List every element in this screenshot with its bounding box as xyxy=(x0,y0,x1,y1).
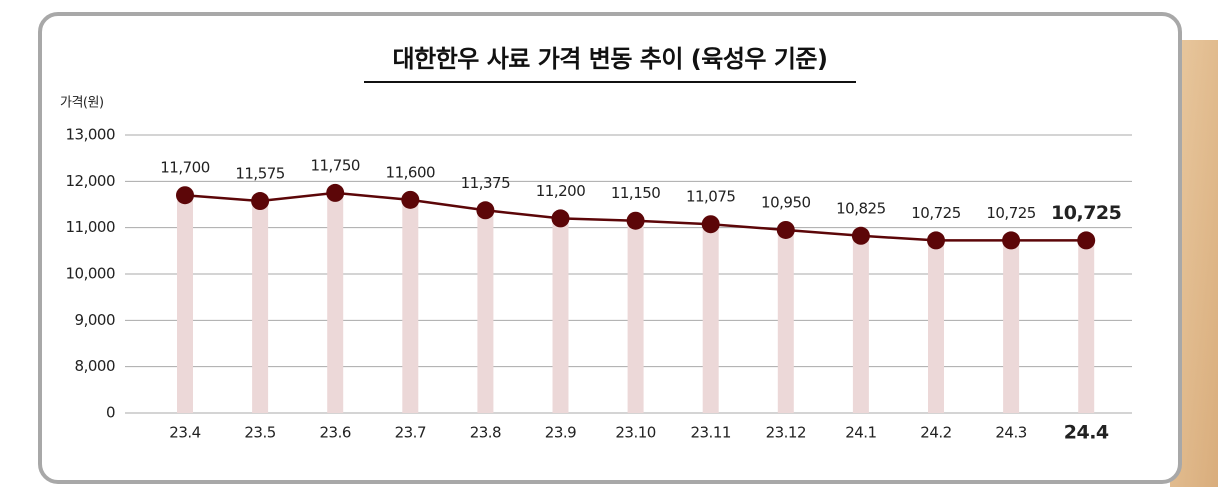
point xyxy=(776,220,795,239)
bar xyxy=(252,201,269,413)
y-axis-label: 가격(원) xyxy=(60,96,104,111)
data-label: 11,150 xyxy=(611,184,661,202)
data-label: 11,600 xyxy=(386,163,436,181)
x-tick-label: 23.9 xyxy=(545,424,576,442)
y-tick-label: 12,000 xyxy=(66,172,116,190)
bar xyxy=(327,192,344,413)
data-label: 11,700 xyxy=(160,159,210,177)
point xyxy=(1077,231,1096,250)
data-label: 11,575 xyxy=(235,165,285,183)
bar xyxy=(852,235,869,413)
x-tick-label: 23.6 xyxy=(319,424,350,442)
point xyxy=(927,231,945,250)
x-tick-label: 23.5 xyxy=(244,424,275,442)
x-tick-label: 24.1 xyxy=(845,424,876,442)
point xyxy=(176,186,194,205)
y-tick-label: 11,000 xyxy=(66,218,116,236)
point xyxy=(701,215,720,234)
x-tick-label: 24.2 xyxy=(920,424,951,442)
data-label: 10,950 xyxy=(761,193,811,211)
card xyxy=(38,12,1182,484)
bar xyxy=(477,210,494,413)
data-label: 10,825 xyxy=(836,199,886,217)
bar xyxy=(177,195,193,413)
data-label: 11,375 xyxy=(461,174,511,192)
point xyxy=(551,209,570,228)
x-tick-label: 23.10 xyxy=(615,424,655,442)
data-label: 10,725 xyxy=(986,204,1036,222)
x-tick-label: 23.12 xyxy=(766,424,806,442)
x-tick-label: 23.11 xyxy=(690,424,730,442)
x-tick-label: 23.7 xyxy=(395,424,426,442)
y-tick-label: 10,000 xyxy=(66,265,116,283)
point xyxy=(401,190,420,209)
y-tick-label: 8,000 xyxy=(75,357,115,375)
x-tick-label: 24.3 xyxy=(995,424,1026,442)
y-tick-label: 0 xyxy=(106,404,115,422)
point xyxy=(1002,231,1021,250)
bar xyxy=(777,229,794,413)
point xyxy=(476,201,495,220)
data-label: 11,750 xyxy=(310,156,360,174)
x-tick-label: 23.8 xyxy=(470,424,501,442)
data-label: 11,200 xyxy=(536,182,586,200)
bar xyxy=(928,240,944,413)
bar xyxy=(552,218,569,413)
x-tick-label: 24.4 xyxy=(1064,422,1109,444)
point xyxy=(251,192,270,211)
bar xyxy=(1003,240,1020,413)
bar xyxy=(702,224,719,413)
point xyxy=(626,211,645,230)
chart-title: 대한한우 사료 가격 변동 추이 (육성우 기준) xyxy=(393,45,828,73)
bar xyxy=(1078,240,1095,413)
data-label: 11,075 xyxy=(686,188,736,206)
y-tick-label: 13,000 xyxy=(66,126,116,144)
y-tick-label: 9,000 xyxy=(75,311,115,329)
point xyxy=(851,226,870,245)
bar xyxy=(627,220,644,413)
bar xyxy=(402,199,419,413)
x-tick-label: 23.4 xyxy=(169,424,200,442)
data-label: 10,725 xyxy=(1051,202,1121,224)
point xyxy=(326,183,345,202)
data-label: 10,725 xyxy=(911,204,961,222)
